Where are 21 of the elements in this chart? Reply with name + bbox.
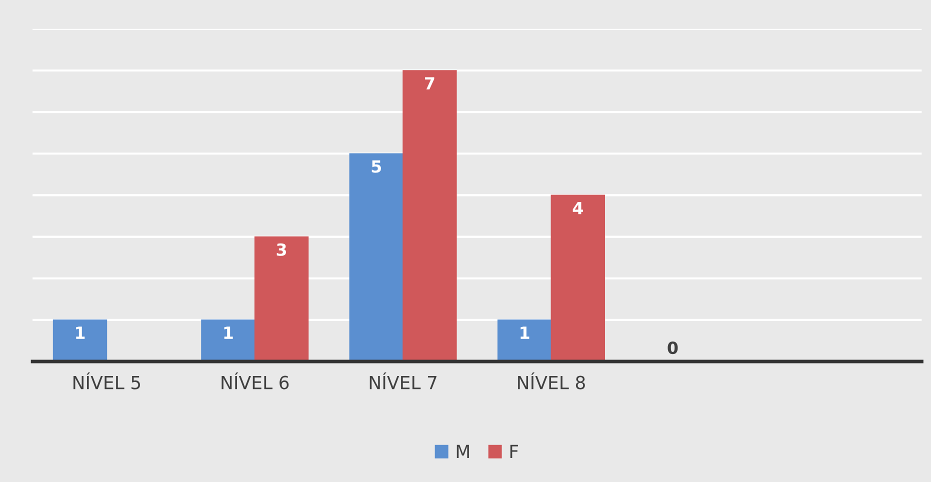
data-label: 7 bbox=[425, 77, 434, 90]
bar bbox=[52, 320, 108, 362]
bar bbox=[254, 236, 309, 362]
data-label: 1 bbox=[76, 326, 85, 339]
bar bbox=[402, 70, 457, 362]
legend-label: M bbox=[456, 444, 469, 458]
bar bbox=[497, 320, 552, 362]
data-label: 0 bbox=[668, 342, 678, 354]
data-label: 3 bbox=[276, 243, 286, 256]
data-label: 1 bbox=[520, 326, 530, 339]
bar bbox=[550, 194, 605, 362]
data-label: 1 bbox=[224, 326, 233, 339]
data-label: 5 bbox=[372, 160, 382, 173]
bar bbox=[349, 153, 404, 362]
bar bbox=[201, 320, 256, 362]
legend-label: F bbox=[510, 444, 518, 458]
data-label: 4 bbox=[572, 202, 583, 214]
x-tick-label: NÍVEL 6 bbox=[222, 372, 289, 390]
x-tick-label: NÍVEL 5 bbox=[74, 372, 140, 390]
x-tick-label: NÍVEL 7 bbox=[370, 372, 436, 390]
x-tick-label: NÍVEL 8 bbox=[518, 372, 585, 390]
